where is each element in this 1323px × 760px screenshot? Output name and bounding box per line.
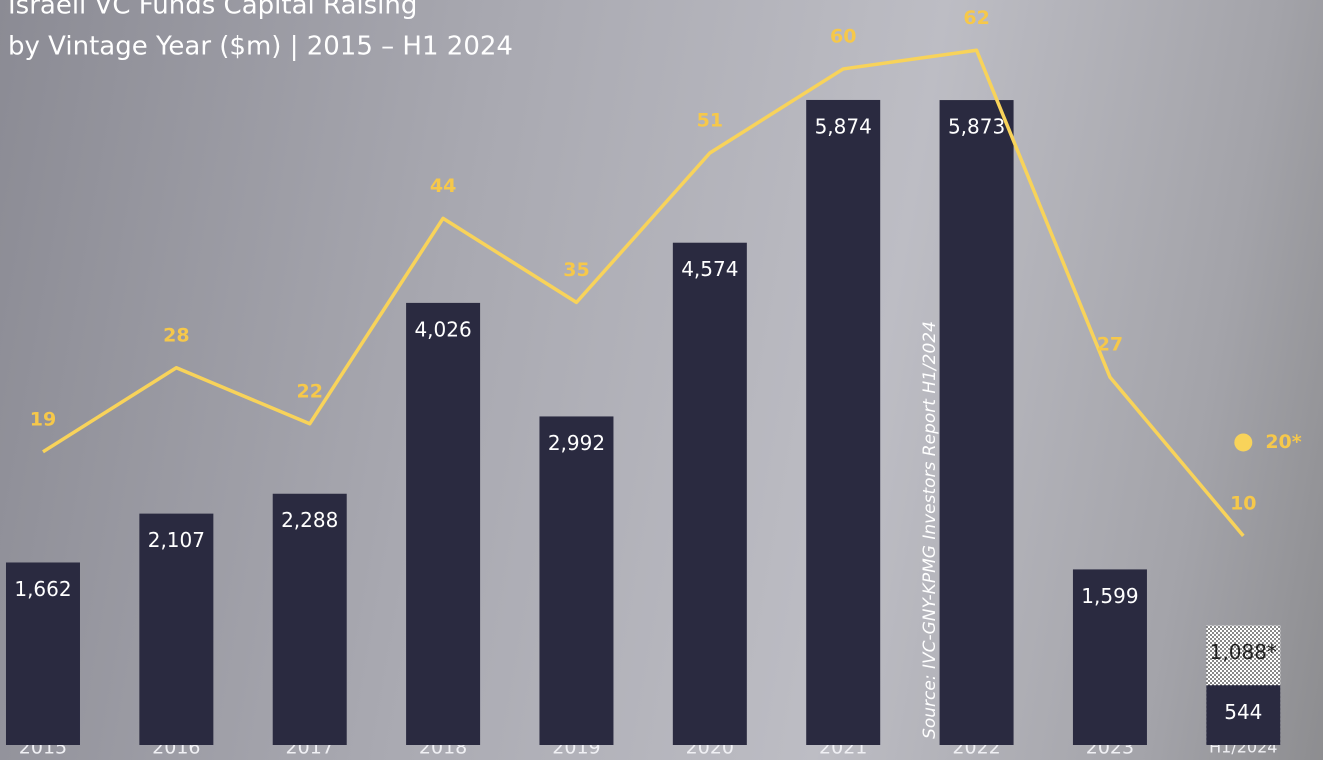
bar-label: 4,574: [681, 257, 738, 281]
bar: [806, 99, 881, 745]
bar-label: 5,874: [815, 114, 872, 138]
bar: [272, 493, 347, 745]
bar-label: 1,599: [1081, 584, 1138, 608]
projected-point: [1234, 433, 1253, 452]
line-label: 22: [296, 380, 322, 402]
chart-title: by Vintage Year ($m) | 2015 – H1 2024: [8, 32, 513, 62]
chart-title: Israeli VC Funds Capital Raising: [8, 0, 417, 21]
line-label: 44: [430, 175, 456, 197]
bar: [539, 416, 614, 745]
bar: [1072, 569, 1147, 745]
line-label: 19: [30, 408, 56, 430]
bar-label: 2,107: [148, 528, 205, 552]
bar-label: 2,288: [281, 508, 338, 532]
line-label: 27: [1097, 334, 1123, 356]
bar: [139, 513, 214, 745]
line-label: 62: [963, 7, 989, 29]
point-label: 20*: [1265, 431, 1301, 453]
bar-label: 2,992: [548, 431, 605, 455]
bar-label: 5,873: [948, 115, 1005, 139]
bar: [5, 562, 80, 745]
bar: [672, 242, 747, 745]
bar: [406, 302, 481, 745]
line-label: 60: [830, 25, 856, 47]
line-label: 35: [563, 259, 589, 281]
bar-label: 4,026: [414, 317, 471, 341]
bar: [1206, 685, 1281, 745]
line-label: 51: [697, 109, 723, 131]
bar-label: 1,662: [14, 577, 71, 601]
line-label: 28: [163, 324, 189, 346]
line: [42, 48, 1245, 537]
line-label: 10: [1230, 492, 1256, 514]
source-note: Source: IVC-GNY-KPMG Investors Report H1…: [920, 321, 940, 739]
bar-label: 1,088*: [1210, 640, 1277, 664]
bar: [939, 100, 1014, 746]
bar-label: 544: [1224, 700, 1262, 724]
